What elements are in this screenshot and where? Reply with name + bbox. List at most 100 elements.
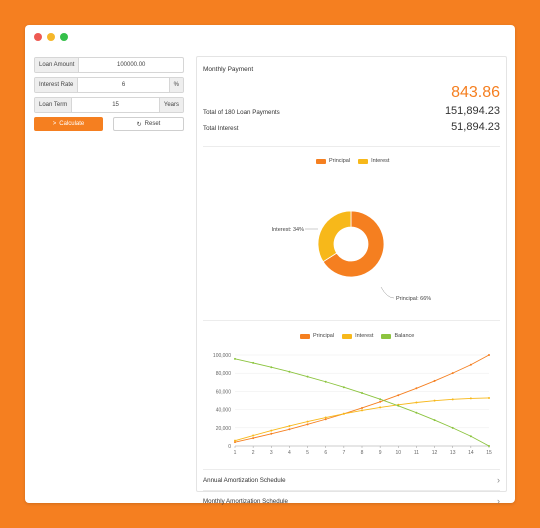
reset-button[interactable]: ↻ Reset	[113, 117, 184, 131]
principal-leader-line	[380, 286, 395, 299]
divider	[203, 146, 500, 147]
chevron-right-icon: >	[52, 121, 57, 127]
data-point-interest[interactable]	[379, 406, 382, 409]
interest-rate-label: Interest Rate	[35, 78, 79, 92]
interest-rate-field: Interest Rate 6 %	[34, 77, 184, 93]
interest-rate-suffix: %	[168, 78, 183, 92]
loan-amount-input[interactable]: 100000.00	[117, 62, 146, 68]
data-point-principal[interactable]	[361, 406, 363, 409]
data-point-balance[interactable]	[433, 419, 436, 422]
loan-term-label: Loan Term	[35, 98, 73, 112]
divider	[203, 469, 500, 470]
data-point-balance[interactable]	[488, 445, 490, 447]
annual-schedule-row[interactable]: Annual Amortization Schedule ›	[203, 470, 500, 490]
data-point-balance[interactable]	[415, 411, 418, 414]
data-point-interest[interactable]	[324, 416, 327, 419]
data-point-balance[interactable]	[469, 435, 472, 438]
monthly-payment-label: Monthly Payment	[203, 66, 254, 73]
data-point-interest[interactable]	[270, 429, 273, 432]
monthly-schedule-row[interactable]: Monthly Amortization Schedule ›	[203, 491, 500, 511]
close-window-button[interactable]	[34, 33, 42, 41]
x-tick-label: 6	[324, 450, 327, 456]
total-payments-label: Total of 180 Loan Payments	[203, 109, 280, 116]
line-legend-interest-label: Interest	[355, 333, 374, 339]
pie-slice-interest[interactable]	[317, 210, 352, 263]
data-point-balance[interactable]	[451, 426, 454, 429]
divider	[203, 320, 500, 321]
pie-legend-principal[interactable]: Principal	[316, 158, 350, 164]
data-point-balance[interactable]	[379, 398, 382, 401]
data-point-interest[interactable]	[433, 399, 436, 402]
line-legend-balance-label: Balance	[394, 333, 415, 339]
data-point-principal[interactable]	[415, 387, 418, 390]
calculate-label: Calculate	[59, 121, 85, 127]
data-point-balance[interactable]	[342, 386, 345, 389]
data-point-principal[interactable]	[306, 423, 309, 426]
line-legend-principal-label: Principal	[313, 333, 335, 339]
x-tick-label: 9	[379, 450, 382, 456]
donut-chart: Interest: 34% Principal: 66%	[272, 210, 431, 302]
data-point-balance[interactable]	[234, 357, 236, 360]
x-tick-label: 14	[468, 450, 474, 456]
data-point-interest[interactable]	[415, 401, 418, 404]
x-tick-label: 15	[486, 450, 492, 456]
data-point-principal[interactable]	[324, 418, 327, 421]
pie-slice-principal[interactable]	[322, 210, 385, 278]
results-panel: Monthly Payment 843.86 Total of 180 Loan…	[196, 56, 507, 506]
interest-rate-input[interactable]: 6	[121, 82, 126, 88]
data-point-balance[interactable]	[288, 370, 291, 373]
data-point-principal[interactable]	[488, 354, 490, 356]
data-point-principal[interactable]	[379, 400, 382, 403]
data-point-interest[interactable]	[234, 439, 236, 442]
data-point-balance[interactable]	[324, 380, 327, 383]
minimize-window-button[interactable]	[47, 33, 55, 41]
data-point-principal[interactable]	[288, 428, 291, 431]
line-legend-balance[interactable]: Balance	[381, 333, 414, 339]
data-point-interest[interactable]	[361, 409, 363, 412]
data-point-balance[interactable]	[252, 361, 255, 364]
loan-term-field: Loan Term 15 Years	[34, 97, 184, 113]
loan-amount-label: Loan Amount	[35, 58, 80, 72]
divider	[203, 490, 500, 491]
data-point-balance[interactable]	[361, 392, 363, 395]
pie-label-principal: Principal: 66%	[396, 296, 431, 302]
interest-swatch	[358, 158, 369, 164]
data-point-interest[interactable]	[252, 434, 255, 437]
data-point-principal[interactable]	[433, 379, 436, 382]
x-tick-label: 11	[414, 450, 419, 456]
data-point-interest[interactable]	[288, 424, 291, 427]
data-point-interest[interactable]	[451, 398, 454, 401]
data-point-principal[interactable]	[252, 437, 255, 440]
data-point-principal[interactable]	[397, 394, 400, 397]
pie-legend-principal-label: Principal	[329, 158, 351, 164]
data-point-balance[interactable]	[397, 404, 400, 407]
data-point-balance[interactable]	[306, 375, 309, 378]
series-line-interest	[234, 397, 490, 442]
calculate-button[interactable]: > Calculate	[34, 117, 103, 131]
chevron-right-icon: ›	[497, 496, 500, 506]
pie-legend: Principal Interest	[316, 158, 389, 164]
pie-legend-interest[interactable]: Interest	[358, 158, 389, 164]
loan-form: Loan Amount 100000.00 Interest Rate 6 % …	[34, 57, 184, 131]
y-tick-label: 40,000	[216, 408, 232, 414]
data-point-interest[interactable]	[488, 396, 490, 399]
data-point-balance[interactable]	[270, 366, 273, 369]
data-point-principal[interactable]	[270, 432, 273, 435]
data-point-principal[interactable]	[234, 441, 236, 444]
line-legend-interest[interactable]: Interest	[342, 333, 373, 339]
loan-term-input[interactable]: 15	[112, 102, 119, 108]
x-tick-label: 8	[361, 450, 364, 456]
data-point-interest[interactable]	[342, 412, 345, 415]
loan-amount-field: Loan Amount 100000.00	[34, 57, 184, 73]
x-tick-label: 1	[234, 450, 237, 456]
y-tick-label: 60,000	[216, 389, 232, 395]
data-point-interest[interactable]	[469, 397, 472, 400]
reset-label: Reset	[144, 121, 161, 127]
data-point-interest[interactable]	[306, 420, 309, 423]
data-point-principal[interactable]	[469, 363, 472, 366]
line-legend-principal[interactable]: Principal	[300, 333, 334, 339]
maximize-window-button[interactable]	[60, 33, 68, 41]
data-point-principal[interactable]	[451, 372, 454, 375]
x-tick-label: 5	[306, 450, 309, 456]
